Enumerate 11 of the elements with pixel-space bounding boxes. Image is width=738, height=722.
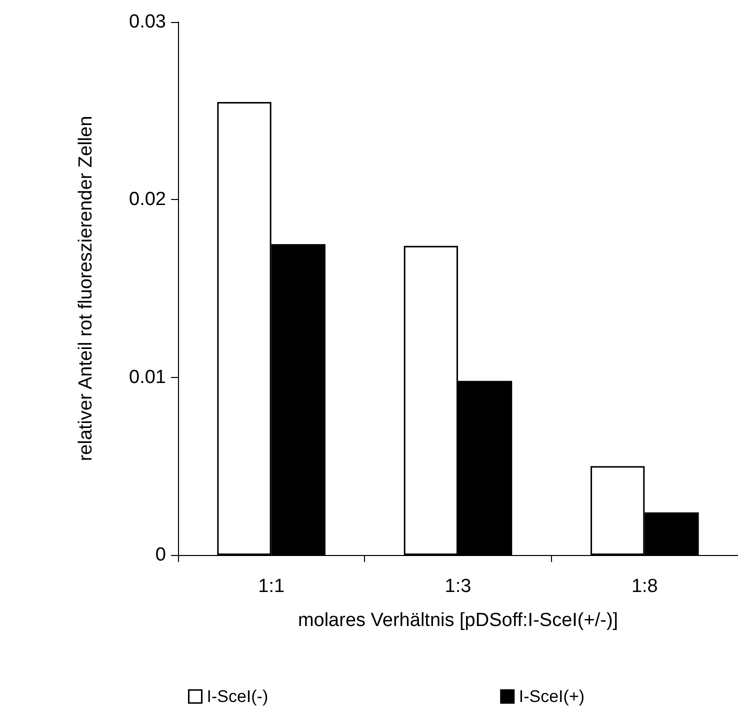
y-tick-label: 0.01 <box>129 366 166 388</box>
x-tick-label: 1:8 <box>631 576 658 597</box>
legend-label: I-SceI(-) <box>206 687 268 706</box>
y-tick-label: 0.02 <box>129 189 166 210</box>
y-axis-title: relativer Anteil rot fluoreszierender Zellen <box>76 116 96 462</box>
x-tick-label: 1:3 <box>444 576 472 597</box>
y-tick-label: 0.03 <box>129 12 166 32</box>
y-tick-label: 0 <box>155 544 166 566</box>
x-axis-title: molares Verhältnis [pDSoff:I-SceI(+/-)] <box>298 610 618 631</box>
legend-label: I-SceI(+) <box>518 687 585 706</box>
x-tick-label: 1:1 <box>258 576 285 597</box>
